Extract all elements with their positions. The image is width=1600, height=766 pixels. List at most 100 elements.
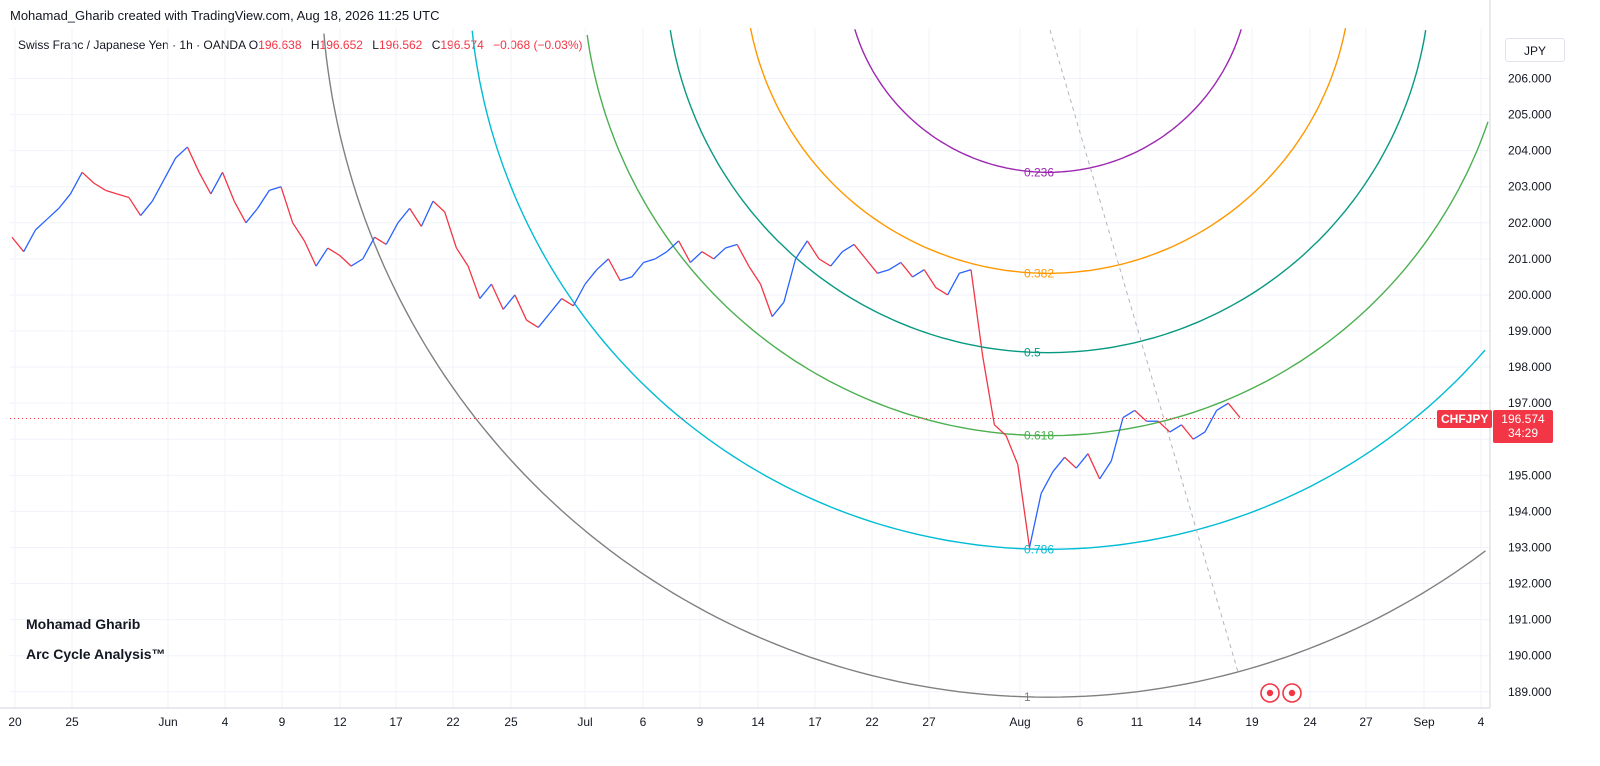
price-segment-38 bbox=[444, 211, 458, 249]
price-segment-16 bbox=[186, 146, 200, 173]
fib-arc-label-5: 1 bbox=[1024, 690, 1031, 704]
x-tick-label-9: Jul bbox=[577, 715, 592, 729]
y-tick-label-16: 205.000 bbox=[1508, 108, 1552, 122]
price-segment-54 bbox=[631, 262, 645, 278]
x-tick-label-11: 9 bbox=[697, 715, 704, 729]
price-segment-80 bbox=[935, 287, 948, 296]
x-tick-label-15: 27 bbox=[922, 715, 936, 729]
price-segment-69 bbox=[806, 240, 820, 260]
price-segment-6 bbox=[69, 171, 83, 195]
price-segment-52 bbox=[607, 258, 621, 281]
price-segment-31 bbox=[362, 236, 376, 260]
price-segment-59 bbox=[689, 251, 703, 263]
price-segment-22 bbox=[257, 189, 270, 209]
price-segment-58 bbox=[678, 240, 691, 263]
y-tick-label-4: 193.000 bbox=[1508, 540, 1552, 554]
watermark-title: Arc Cycle Analysis™ bbox=[26, 646, 166, 662]
price-segment-35 bbox=[409, 208, 422, 227]
price-segment-50 bbox=[584, 269, 598, 285]
price-segment-13 bbox=[151, 179, 165, 202]
x-tick-label-5: 12 bbox=[333, 715, 347, 729]
y-tick-label-2: 191.000 bbox=[1508, 613, 1552, 627]
x-tick-label-20: 19 bbox=[1245, 715, 1259, 729]
y-tick-label-17: 206.000 bbox=[1508, 72, 1552, 86]
price-segment-73 bbox=[853, 244, 867, 260]
x-tick-label-18: 11 bbox=[1131, 715, 1144, 729]
price-segment-71 bbox=[830, 251, 843, 267]
price-segment-102 bbox=[1192, 431, 1206, 440]
low-value: 196.562 bbox=[378, 38, 423, 52]
y-tick-label-3: 192.000 bbox=[1508, 577, 1552, 591]
x-tick-label-19: 14 bbox=[1188, 715, 1202, 729]
fib-arc-label-3: 0.618 bbox=[1024, 429, 1054, 443]
price-segment-8 bbox=[93, 182, 106, 191]
price-segment-87 bbox=[1017, 464, 1031, 548]
price-segment-61 bbox=[713, 247, 726, 260]
price-segment-67 bbox=[783, 258, 797, 303]
price-segment-104 bbox=[1216, 402, 1229, 411]
price-segment-43 bbox=[502, 294, 516, 310]
symbol-description[interactable]: Swiss Franc / Japanese Yen · 1h · OANDA bbox=[18, 38, 246, 52]
fib-arc-0_382 bbox=[749, 27, 1347, 274]
symbol-legend: Swiss Franc / Japanese Yen · 1h · OANDA … bbox=[18, 38, 583, 52]
x-tick-label-22: 27 bbox=[1359, 715, 1373, 729]
x-tick-label-1: 25 bbox=[65, 715, 79, 729]
price-segment-86 bbox=[1005, 435, 1019, 465]
price-segment-62 bbox=[725, 243, 738, 249]
x-tick-label-10: 6 bbox=[640, 715, 647, 729]
price-segment-36 bbox=[420, 200, 434, 227]
price-segment-3 bbox=[34, 218, 48, 231]
price-segment-46 bbox=[537, 312, 551, 328]
fib-arc-label-0: 0.236 bbox=[1024, 165, 1054, 179]
fib-arc-0_786 bbox=[471, 30, 1486, 551]
fib-arc-0_618 bbox=[586, 34, 1489, 437]
price-segment-105 bbox=[1227, 402, 1241, 419]
price-segment-81 bbox=[947, 272, 960, 296]
currency-button[interactable]: JPY bbox=[1505, 38, 1565, 62]
price-segment-14 bbox=[163, 157, 177, 180]
price-segment-45 bbox=[526, 319, 539, 328]
y-tick-label-8: 197.000 bbox=[1508, 396, 1552, 410]
replay-icon[interactable] bbox=[1259, 682, 1305, 704]
x-tick-label-2: Jun bbox=[158, 715, 177, 729]
x-tick-label-16: Aug bbox=[1009, 715, 1030, 729]
y-tick-label-5: 194.000 bbox=[1508, 504, 1552, 518]
open-value: 196.638 bbox=[258, 38, 302, 52]
author-watermark: Mohamad Gharib Arc Cycle Analysis™ bbox=[26, 616, 166, 676]
symbol-price-tag: CHFJPY bbox=[1437, 409, 1493, 428]
price-segment-94 bbox=[1099, 460, 1112, 480]
price-segment-26 bbox=[303, 240, 317, 267]
y-tick-label-13: 202.000 bbox=[1508, 216, 1552, 230]
fib-arc-1 bbox=[323, 33, 1486, 698]
price-segment-11 bbox=[128, 197, 142, 216]
price-segment-12 bbox=[140, 200, 153, 216]
price-segment-103 bbox=[1204, 410, 1218, 433]
last-price-tag: 196.574 34:29 bbox=[1493, 409, 1553, 443]
price-segment-7 bbox=[81, 171, 95, 184]
price-segment-34 bbox=[397, 207, 411, 224]
price-segment-28 bbox=[327, 247, 340, 256]
price-segment-21 bbox=[245, 207, 259, 224]
y-tick-label-14: 203.000 bbox=[1508, 180, 1552, 194]
open-label: O bbox=[248, 38, 259, 52]
price-segment-40 bbox=[467, 265, 481, 299]
price-segment-32 bbox=[374, 236, 387, 245]
price-segment-29 bbox=[339, 254, 352, 267]
x-tick-label-3: 4 bbox=[222, 715, 229, 729]
x-tick-label-7: 22 bbox=[446, 715, 460, 729]
y-tick-label-15: 204.000 bbox=[1508, 144, 1552, 158]
price-segment-9 bbox=[105, 189, 118, 195]
price-segment-48 bbox=[561, 298, 574, 307]
price-segment-24 bbox=[280, 186, 294, 224]
price-segment-65 bbox=[759, 283, 773, 317]
price-segment-90 bbox=[1052, 456, 1066, 473]
price-segment-55 bbox=[643, 258, 656, 264]
price-segment-57 bbox=[666, 240, 680, 253]
price-segment-4 bbox=[46, 207, 60, 220]
change-value: −0.068 (−0.03%) bbox=[493, 38, 583, 52]
y-tick-label-6: 195.000 bbox=[1508, 468, 1552, 482]
x-tick-label-0: 20 bbox=[8, 715, 22, 729]
price-segment-27 bbox=[315, 247, 329, 267]
x-tick-label-14: 22 bbox=[865, 715, 879, 729]
